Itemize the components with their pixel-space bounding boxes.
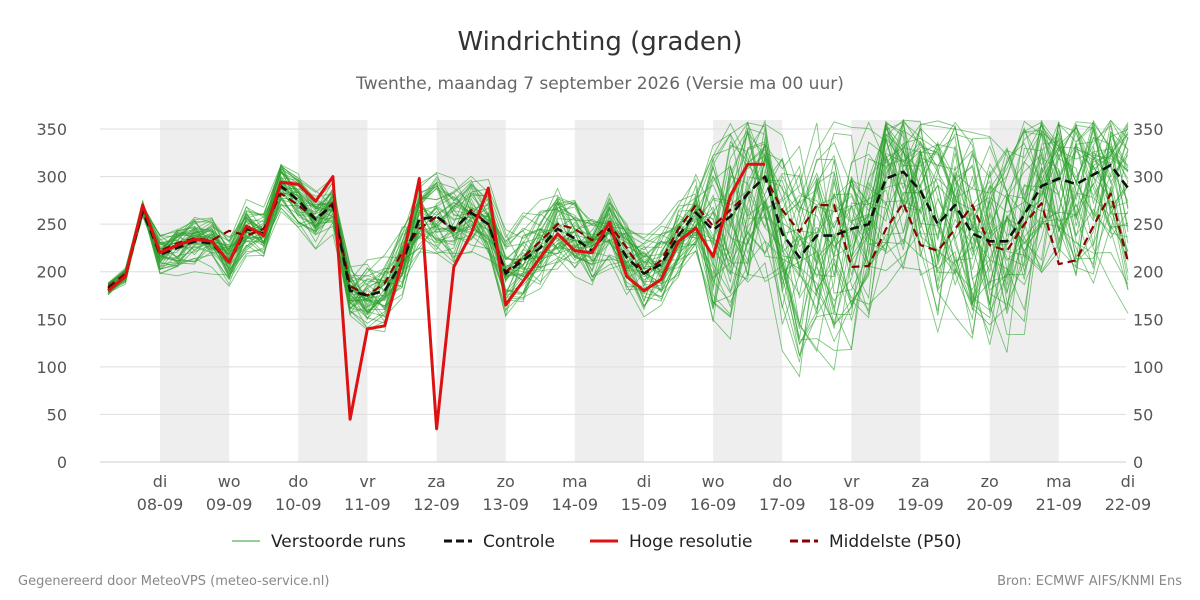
x-tick-date: 16-09	[690, 495, 737, 514]
day-band	[160, 120, 230, 462]
series-line-hoge-resolutie	[107, 162, 765, 431]
x-tick-date: 11-09	[344, 495, 391, 514]
x-tick-day: za	[911, 472, 929, 491]
chart-subtitle: Twenthe, maandag 7 september 2026 (Versi…	[355, 74, 844, 94]
x-tick-date: 17-09	[759, 495, 806, 514]
ensemble-member-line	[107, 119, 1129, 320]
y-tick-label-left: 150	[36, 310, 67, 329]
y-tick-label-left: 250	[36, 215, 67, 234]
x-axis: di 08-09 wo 09-09 do 10-09 vr 11-09 za 12-09 zo 13-…	[137, 472, 1151, 514]
y-tick-label-left: 50	[47, 405, 67, 424]
x-tick-date: 15-09	[621, 495, 668, 514]
y-axis-left: 0 50 100 150 200 250 300 350	[36, 120, 67, 472]
x-tick-day: di	[1121, 472, 1136, 491]
x-tick-day: ma	[1046, 472, 1071, 491]
x-tick-date: 14-09	[552, 495, 599, 514]
series-line-middelste-p50	[107, 175, 1130, 297]
main-series	[107, 162, 1130, 431]
y-tick-label-right: 0	[1133, 453, 1143, 472]
y-tick-label-left: 300	[36, 168, 67, 187]
y-tick-label-right: 250	[1133, 215, 1164, 234]
x-tick-date: 13-09	[482, 495, 529, 514]
day-band	[574, 120, 644, 462]
x-tick-date: 18-09	[828, 495, 875, 514]
ensemble-member-line	[107, 133, 1129, 313]
x-tick-date: 19-09	[897, 495, 944, 514]
chart-title: Windrichting (graden)	[457, 27, 742, 57]
ensemble-member-line	[107, 123, 1129, 306]
x-tick-day: di	[637, 472, 652, 491]
x-tick-day: wo	[218, 472, 241, 491]
y-tick-label-left: 100	[36, 358, 67, 377]
legend-label: Controle	[483, 532, 555, 552]
footer-source: Bron: ECMWF AIFS/KNMI Ens	[997, 574, 1182, 589]
x-tick-day: di	[153, 472, 168, 491]
x-tick-date: 09-09	[206, 495, 253, 514]
x-tick-date: 10-09	[275, 495, 322, 514]
legend: Verstoorde runs Controle Hoge resolutie Mid…	[232, 532, 962, 552]
ensemble-member-line	[107, 119, 1129, 326]
day-band	[436, 120, 506, 462]
y-tick-label-right: 200	[1133, 263, 1164, 282]
footer-generated: Gegenereerd door MeteoVPS (meteo-service…	[18, 574, 329, 589]
ensemble-member-line	[107, 122, 1129, 300]
x-tick-day: zo	[497, 472, 515, 491]
x-tick-date: 12-09	[413, 495, 460, 514]
y-tick-label-left: 350	[36, 120, 67, 139]
legend-label: Hoge resolutie	[629, 532, 753, 552]
y-tick-label-left: 0	[57, 453, 67, 472]
weekend-bands	[160, 120, 1059, 462]
x-tick-date: 22-09	[1105, 495, 1152, 514]
y-axis-right: 0 50 100 150 200 250 300 350	[1133, 120, 1164, 472]
x-tick-day: do	[772, 472, 792, 491]
y-tick-label-right: 150	[1133, 310, 1164, 329]
x-tick-date: 08-09	[137, 495, 184, 514]
legend-label: Verstoorde runs	[271, 532, 406, 552]
legend-label: Middelste (P50)	[829, 532, 962, 552]
y-tick-label-left: 200	[36, 263, 67, 282]
y-tick-label-right: 100	[1133, 358, 1164, 377]
ensemble-member-line	[107, 143, 1129, 312]
x-tick-day: vr	[359, 472, 375, 491]
x-tick-day: zo	[981, 472, 999, 491]
x-tick-day: do	[288, 472, 308, 491]
x-tick-day: za	[427, 472, 445, 491]
ensemble-member-line	[107, 123, 1129, 318]
y-tick-label-right: 350	[1133, 120, 1164, 139]
x-tick-day: ma	[562, 472, 587, 491]
y-tick-label-right: 300	[1133, 168, 1164, 187]
y-tick-label-right: 50	[1133, 405, 1153, 424]
x-tick-day: wo	[702, 472, 725, 491]
x-tick-date: 21-09	[1036, 495, 1083, 514]
x-tick-date: 20-09	[966, 495, 1013, 514]
x-tick-day: vr	[843, 472, 859, 491]
